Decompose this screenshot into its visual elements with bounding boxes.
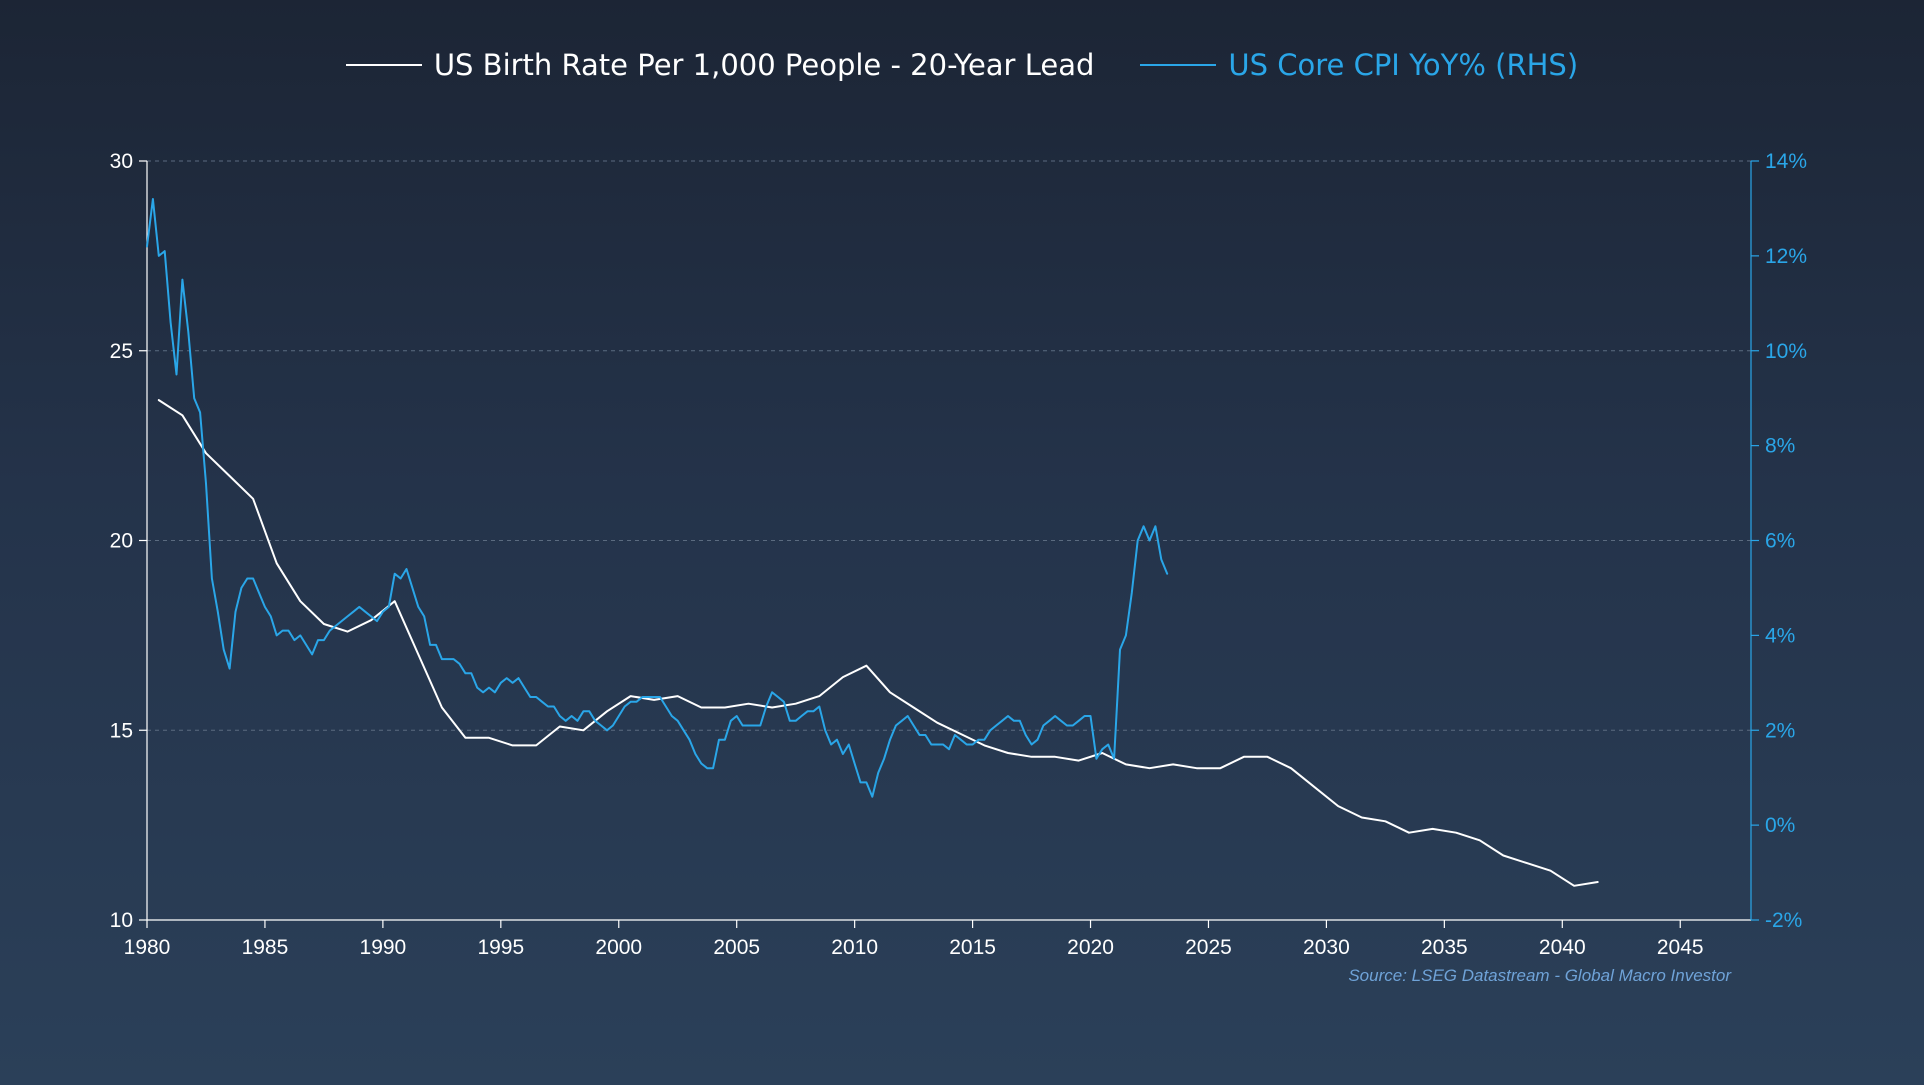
x-tick-label: 1985 bbox=[242, 936, 289, 959]
x-tick-label: 1995 bbox=[477, 936, 524, 959]
x-tick-label: 2010 bbox=[831, 936, 878, 959]
x-tick-label: 2025 bbox=[1185, 936, 1232, 959]
x-tick-label: 2035 bbox=[1421, 936, 1468, 959]
x-tick-label: 2045 bbox=[1657, 936, 1704, 959]
x-tick-label: 2040 bbox=[1539, 936, 1586, 959]
y-right-tick-label: 4% bbox=[1765, 624, 1795, 647]
x-tick-label: 2005 bbox=[713, 936, 760, 959]
legend-label-birth-rate: US Birth Rate Per 1,000 People - 20-Year… bbox=[433, 48, 1095, 82]
legend-swatch-core-cpi bbox=[1140, 64, 1217, 66]
x-tick-label: 2000 bbox=[595, 936, 642, 959]
x-tick-label: 2020 bbox=[1067, 936, 1114, 959]
y-right-tick-label: 8% bbox=[1765, 435, 1795, 458]
y-left-tick-label: 25 bbox=[110, 340, 133, 363]
series-lines bbox=[146, 198, 1599, 887]
y-left-tick-label: 20 bbox=[110, 530, 133, 553]
y-left-tick-label: 10 bbox=[110, 909, 133, 932]
gridlines bbox=[147, 160, 1751, 731]
y-left-tick-label: 15 bbox=[110, 719, 133, 742]
source-note: Source: LSEG Datastream - Global Macro I… bbox=[1348, 966, 1731, 985]
legend-swatch-birth-rate bbox=[345, 64, 422, 66]
y-right-tick-label: 12% bbox=[1765, 245, 1807, 268]
series-line-birth-rate bbox=[157, 399, 1599, 887]
y-right-tick-label: 6% bbox=[1765, 530, 1795, 553]
x-tick-label: 2030 bbox=[1303, 936, 1350, 959]
y-right-tick-label: 0% bbox=[1765, 814, 1795, 837]
series-line-core-cpi bbox=[146, 198, 1169, 798]
y-right-tick-label: 14% bbox=[1765, 150, 1807, 173]
y-left-tick-label: 30 bbox=[110, 150, 133, 173]
y-right-tick-label: 2% bbox=[1765, 719, 1795, 742]
x-tick-label: 2015 bbox=[949, 936, 996, 959]
x-tick-label: 1980 bbox=[124, 936, 171, 959]
y-right-tick-label: -2% bbox=[1765, 909, 1802, 932]
legend-item-birth-rate: US Birth Rate Per 1,000 People - 20-Year… bbox=[345, 48, 1095, 82]
y-right-tick-label: 10% bbox=[1765, 340, 1807, 363]
chart-legend: US Birth Rate Per 1,000 People - 20-Year… bbox=[0, 40, 1924, 90]
x-tick-label: 1990 bbox=[360, 936, 407, 959]
legend-label-core-cpi: US Core CPI YoY% (RHS) bbox=[1228, 48, 1579, 82]
legend-item-core-cpi: US Core CPI YoY% (RHS) bbox=[1140, 48, 1578, 82]
